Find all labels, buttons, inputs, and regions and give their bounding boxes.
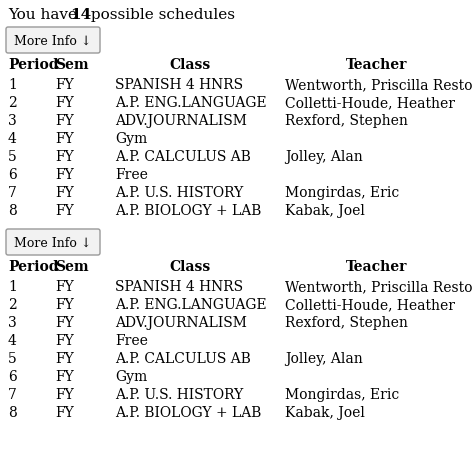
Text: A.P. ENG.LANGUAGE: A.P. ENG.LANGUAGE — [115, 96, 267, 110]
Text: A.P. CALCULUS AB: A.P. CALCULUS AB — [115, 149, 251, 164]
Text: FY: FY — [55, 204, 74, 218]
Text: FY: FY — [55, 168, 74, 182]
Text: Teacher: Teacher — [346, 58, 407, 72]
Text: A.P. ENG.LANGUAGE: A.P. ENG.LANGUAGE — [115, 298, 267, 311]
Text: SPANISH 4 HNRS: SPANISH 4 HNRS — [115, 279, 243, 293]
Text: FY: FY — [55, 333, 74, 347]
Text: FY: FY — [55, 315, 74, 329]
Text: FY: FY — [55, 96, 74, 110]
Text: Teacher: Teacher — [346, 259, 407, 273]
Text: 14: 14 — [70, 8, 91, 22]
FancyBboxPatch shape — [6, 229, 100, 256]
Text: Wentworth, Priscilla Resto: Wentworth, Priscilla Resto — [285, 78, 473, 92]
Text: FY: FY — [55, 186, 74, 199]
Text: 1: 1 — [8, 279, 17, 293]
Text: 6: 6 — [8, 369, 17, 383]
Text: FY: FY — [55, 405, 74, 419]
Text: 4: 4 — [8, 333, 17, 347]
Text: FY: FY — [55, 369, 74, 383]
Text: A.P. CALCULUS AB: A.P. CALCULUS AB — [115, 351, 251, 365]
Text: A.P. BIOLOGY + LAB: A.P. BIOLOGY + LAB — [115, 405, 261, 419]
Text: 2: 2 — [8, 96, 17, 110]
Text: Colletti-Houde, Heather: Colletti-Houde, Heather — [285, 96, 455, 110]
Text: FY: FY — [55, 78, 74, 92]
Text: Kabak, Joel: Kabak, Joel — [285, 204, 365, 218]
Text: A.P. U.S. HISTORY: A.P. U.S. HISTORY — [115, 186, 243, 199]
Text: possible schedules: possible schedules — [86, 8, 235, 22]
Text: FY: FY — [55, 387, 74, 401]
Text: Wentworth, Priscilla Resto: Wentworth, Priscilla Resto — [285, 279, 473, 293]
Text: Gym: Gym — [115, 369, 147, 383]
Text: Class: Class — [169, 259, 210, 273]
Text: 3: 3 — [8, 315, 17, 329]
Text: FY: FY — [55, 149, 74, 164]
Text: Jolley, Alan: Jolley, Alan — [285, 351, 363, 365]
Text: More Info ↓: More Info ↓ — [14, 236, 92, 249]
Text: 1: 1 — [8, 78, 17, 92]
Text: 7: 7 — [8, 186, 17, 199]
Text: Period: Period — [8, 58, 59, 72]
Text: Mongirdas, Eric: Mongirdas, Eric — [285, 186, 399, 199]
Text: Rexford, Stephen: Rexford, Stephen — [285, 114, 408, 128]
Text: Period: Period — [8, 259, 59, 273]
FancyBboxPatch shape — [6, 28, 100, 54]
Text: Gym: Gym — [115, 132, 147, 146]
Text: Jolley, Alan: Jolley, Alan — [285, 149, 363, 164]
Text: 4: 4 — [8, 132, 17, 146]
Text: Mongirdas, Eric: Mongirdas, Eric — [285, 387, 399, 401]
Text: ADV.JOURNALISM: ADV.JOURNALISM — [115, 315, 247, 329]
Text: 7: 7 — [8, 387, 17, 401]
Text: FY: FY — [55, 114, 74, 128]
Text: 8: 8 — [8, 204, 17, 218]
Text: A.P. U.S. HISTORY: A.P. U.S. HISTORY — [115, 387, 243, 401]
Text: Free: Free — [115, 168, 148, 182]
Text: 6: 6 — [8, 168, 17, 182]
Text: 5: 5 — [8, 351, 17, 365]
Text: You have: You have — [8, 8, 82, 22]
Text: FY: FY — [55, 298, 74, 311]
Text: FY: FY — [55, 351, 74, 365]
Text: 8: 8 — [8, 405, 17, 419]
Text: ADV.JOURNALISM: ADV.JOURNALISM — [115, 114, 247, 128]
Text: 2: 2 — [8, 298, 17, 311]
Text: SPANISH 4 HNRS: SPANISH 4 HNRS — [115, 78, 243, 92]
Text: Sem: Sem — [55, 259, 89, 273]
Text: Colletti-Houde, Heather: Colletti-Houde, Heather — [285, 298, 455, 311]
Text: Class: Class — [169, 58, 210, 72]
Text: 3: 3 — [8, 114, 17, 128]
Text: A.P. BIOLOGY + LAB: A.P. BIOLOGY + LAB — [115, 204, 261, 218]
Text: Sem: Sem — [55, 58, 89, 72]
Text: 5: 5 — [8, 149, 17, 164]
Text: Kabak, Joel: Kabak, Joel — [285, 405, 365, 419]
Text: Rexford, Stephen: Rexford, Stephen — [285, 315, 408, 329]
Text: More Info ↓: More Info ↓ — [14, 34, 92, 48]
Text: Free: Free — [115, 333, 148, 347]
Text: FY: FY — [55, 132, 74, 146]
Text: FY: FY — [55, 279, 74, 293]
